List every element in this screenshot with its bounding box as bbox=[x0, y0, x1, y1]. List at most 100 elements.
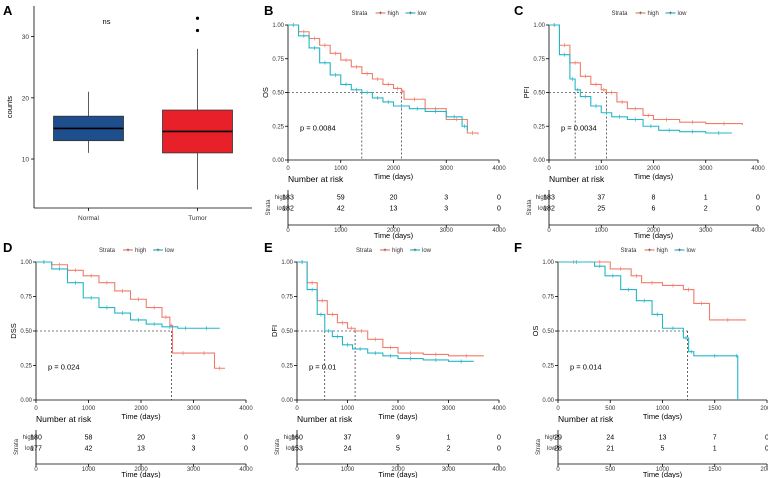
x-axis-title: Time (days) bbox=[378, 412, 418, 421]
legend-key-mark: + bbox=[669, 11, 673, 17]
risk-count: 3 bbox=[444, 206, 448, 213]
y-axis-title: DFI bbox=[270, 325, 279, 337]
y-tick-label: 0.25 bbox=[542, 364, 554, 370]
p-value-label: p = 0.014 bbox=[570, 363, 602, 372]
y-tick-label: 0.75 bbox=[542, 295, 554, 301]
risk-count: 24 bbox=[606, 435, 614, 442]
km-curve-low bbox=[549, 24, 732, 134]
legend-label-high: high bbox=[388, 11, 399, 17]
legend-label-high: high bbox=[135, 248, 146, 254]
legend-title: Strata bbox=[621, 248, 638, 254]
risk-table-title: Number at risk bbox=[558, 414, 614, 424]
y-tick-label: 1.00 bbox=[272, 23, 284, 29]
x-tick-label: 0 bbox=[286, 166, 290, 172]
x-tick-label: Tumor bbox=[188, 215, 207, 222]
risk-count: 153 bbox=[291, 446, 303, 453]
risk-count: 28 bbox=[554, 446, 562, 453]
risk-x-tick-label: 3000 bbox=[187, 467, 201, 473]
risk-count: 0 bbox=[765, 435, 768, 442]
risk-count: 1 bbox=[713, 446, 717, 453]
risk-count: 42 bbox=[85, 446, 93, 453]
risk-x-tick-label: 0 bbox=[295, 467, 299, 473]
risk-strata-label: Strata bbox=[266, 199, 272, 216]
y-axis-title: DSS bbox=[9, 323, 18, 338]
x-tick-label: 3000 bbox=[440, 166, 454, 172]
x-tick-label: Normal bbox=[78, 215, 100, 222]
risk-row-label-high: high bbox=[536, 195, 547, 201]
risk-count: 0 bbox=[497, 446, 501, 453]
risk-count: 177 bbox=[30, 446, 42, 453]
legend-key-mark: + bbox=[156, 248, 160, 254]
risk-x-tick-label: 2000 bbox=[647, 228, 661, 234]
km-curve-high bbox=[549, 24, 743, 125]
x-tick-label: 1000 bbox=[595, 166, 609, 172]
risk-row-label-low: low bbox=[277, 206, 287, 212]
risk-count: 21 bbox=[606, 446, 614, 453]
risk-x-tick-label: 4000 bbox=[492, 467, 506, 473]
risk-row-label-low: low bbox=[286, 446, 296, 452]
x-tick-label: 1000 bbox=[334, 166, 348, 172]
legend-title: Strata bbox=[99, 248, 116, 254]
x-tick-label: 0 bbox=[556, 406, 560, 412]
x-axis-title: Time (days) bbox=[121, 412, 161, 421]
risk-x-axis-title: Time (days) bbox=[374, 231, 414, 240]
x-axis-title: Time (days) bbox=[643, 412, 683, 421]
risk-count: 2 bbox=[704, 206, 708, 213]
panel-label-c: C bbox=[514, 3, 524, 18]
risk-count: 0 bbox=[244, 446, 248, 453]
risk-table-title: Number at risk bbox=[549, 174, 605, 184]
risk-count: 29 bbox=[554, 435, 562, 442]
risk-x-tick-label: 2000 bbox=[134, 467, 148, 473]
risk-count: 37 bbox=[597, 195, 605, 202]
risk-count: 3 bbox=[192, 435, 196, 442]
risk-x-tick-label: 3000 bbox=[699, 228, 713, 234]
risk-count: 6 bbox=[652, 206, 656, 213]
legend-label-high: high bbox=[657, 248, 668, 254]
x-tick-label: 500 bbox=[605, 406, 616, 412]
risk-x-tick-label: 1000 bbox=[595, 228, 609, 234]
legend-label-low: low bbox=[687, 248, 697, 254]
risk-count: 5 bbox=[396, 446, 400, 453]
legend-key-mark: + bbox=[383, 248, 387, 254]
panel-label-d: D bbox=[3, 240, 12, 255]
panel-label-e: E bbox=[264, 240, 273, 255]
legend-label-low: low bbox=[678, 11, 688, 17]
y-tick-label: 0.50 bbox=[542, 329, 554, 335]
risk-strata-label: Strata bbox=[527, 199, 533, 216]
risk-x-tick-label: 0 bbox=[556, 467, 560, 473]
y-tick-label: 20 bbox=[22, 95, 30, 102]
p-value-label: p = 0.0084 bbox=[300, 123, 336, 132]
risk-row-label-low: low bbox=[25, 446, 35, 452]
risk-count: 24 bbox=[344, 446, 352, 453]
risk-x-tick-label: 0 bbox=[34, 467, 38, 473]
risk-count: 2 bbox=[447, 446, 451, 453]
y-tick-label: 0.25 bbox=[533, 124, 545, 130]
y-tick-label: 0.00 bbox=[542, 398, 554, 404]
risk-count: 37 bbox=[344, 435, 352, 442]
risk-count: 1 bbox=[704, 195, 708, 202]
x-axis-title: Time (days) bbox=[374, 172, 414, 181]
risk-row-label-high: high bbox=[23, 435, 34, 441]
risk-x-axis-title: Time (days) bbox=[378, 470, 418, 478]
risk-count: 7 bbox=[713, 435, 717, 442]
legend-label-high: high bbox=[392, 248, 403, 254]
legend-title: Strata bbox=[352, 11, 369, 17]
risk-count: 182 bbox=[282, 206, 294, 213]
risk-strata-label: Strata bbox=[275, 438, 281, 455]
x-tick-label: 0 bbox=[34, 406, 38, 412]
risk-x-tick-label: 3000 bbox=[442, 467, 456, 473]
risk-count: 1 bbox=[447, 435, 451, 442]
risk-count: 5 bbox=[661, 446, 665, 453]
risk-count: 25 bbox=[597, 206, 605, 213]
risk-x-tick-label: 4000 bbox=[751, 228, 765, 234]
km-curve-high bbox=[297, 261, 484, 357]
y-tick-label: 1.00 bbox=[20, 260, 32, 266]
risk-row-label-high: high bbox=[275, 195, 286, 201]
legend-key-mark: + bbox=[409, 11, 413, 17]
legend-key-mark: + bbox=[379, 11, 383, 17]
risk-count: 180 bbox=[30, 435, 42, 442]
risk-count: 13 bbox=[137, 446, 145, 453]
legend-label-low: low bbox=[165, 248, 175, 254]
y-axis-title: OS bbox=[261, 87, 270, 98]
x-axis-title: Time (days) bbox=[634, 172, 674, 181]
